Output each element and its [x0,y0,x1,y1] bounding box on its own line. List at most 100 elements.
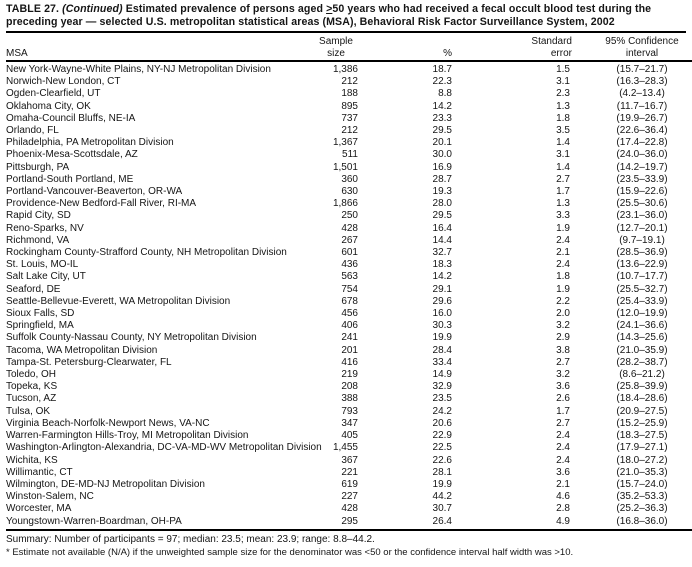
percent-cell: 16.4 [432,222,452,234]
standard-error-header-line1: Standard [531,36,572,47]
percent-cell: 22.9 [432,430,452,442]
msa-cell: Phoenix-Mesa-Scottsdale, AZ [6,149,138,161]
table-row: Portland-Vancouver-Beaverton, OR-WA 630 … [6,186,692,198]
table-row: Winston-Salem, NC 227 44.2 4.6 (35.2–53.… [6,491,692,503]
column-header-msa: MSA [6,33,310,62]
sample-size-cell: 895 [341,100,358,112]
prevalence-table: MSA Sample size % Standard error 95% Con… [6,33,692,531]
table-row: Springfield, MA 406 30.3 3.2 (24.1–36.6) [6,320,692,332]
standard-error-cell: 4.9 [454,515,584,531]
header-row: MSA Sample size % Standard error 95% Con… [6,33,692,62]
msa-cell: Tacoma, WA Metropolitan Division [6,344,158,356]
msa-cell: Oklahoma City, OK [6,100,91,112]
table-row: St. Louis, MO-IL 436 18.3 2.4 (13.6–22.9… [6,259,692,271]
percent-cell: 28.1 [432,466,452,478]
column-header-standard-error: Standard error [454,33,584,62]
table-title: TABLE 27. (Continued) Estimated prevalen… [6,3,686,33]
confidence-interval-cell: (8.6–21.2) [619,369,665,381]
standard-error-cell: 2.4 [556,259,570,271]
table-row: Sioux Falls, SD 456 16.0 2.0 (12.0–19.9) [6,308,692,320]
standard-error-header-line2: error [550,47,572,59]
table-row: Norwich-New London, CT 212 22.3 3.1 (16.… [6,76,692,88]
msa-cell: Wichita, KS [6,454,58,466]
percent-cell: 18.3 [432,259,452,271]
msa-cell: Seattle-Bellevue-Everett, WA Metropolita… [6,295,231,307]
confidence-interval-cell: (25.2–36.3) [616,503,668,515]
sample-size-cell: 1,455 [332,442,358,454]
sample-size-cell: 267 [341,234,358,246]
msa-cell: Tampa-St. Petersburg-Clearwater, FL [6,356,172,368]
table-row: Suffolk County-Nassau County, NY Metropo… [6,332,692,344]
percent-cell: 14.2 [432,271,452,283]
msa-cell: Youngstown-Warren-Boardman, OH-PA [6,515,310,531]
standard-error-cell: 1.8 [556,271,570,283]
confidence-interval-cell: (17.4–22.8) [616,137,668,149]
standard-error-cell: 1.9 [556,222,570,234]
sample-size-cell: 406 [341,320,358,332]
msa-cell: St. Louis, MO-IL [6,259,79,271]
table-row: Tacoma, WA Metropolitan Division 201 28.… [6,345,692,357]
sample-size-cell: 405 [341,430,358,442]
table-row: New York-Wayne-White Plains, NY-NJ Metro… [6,61,692,76]
sample-size-cell: 208 [341,381,358,393]
table-row: Rapid City, SD 250 29.5 3.3 (23.1–36.0) [6,210,692,222]
table-row: Warren-Farmington Hills-Troy, MI Metropo… [6,430,692,442]
msa-cell: Winston-Salem, NC [6,491,94,503]
table-row: Oklahoma City, OK 895 14.2 1.3 (11.7–16.… [6,101,692,113]
table-body: New York-Wayne-White Plains, NY-NJ Metro… [6,61,692,531]
percent-cell: 16.9 [432,161,452,173]
msa-cell: Sioux Falls, SD [6,308,75,320]
column-header-sample-size: Sample size [310,33,362,62]
standard-error-cell: 1.3 [556,198,570,210]
table-row: Topeka, KS 208 32.9 3.6 (25.8–39.9) [6,381,692,393]
confidence-interval-cell: (21.0–35.9) [616,344,668,356]
confidence-interval-header-line1: 95% Confidence [605,36,679,47]
sample-size-cell: 630 [341,186,358,198]
sample-size-cell: 1,501 [332,161,358,173]
percent-cell: 29.5 [432,210,452,222]
table-row: Tampa-St. Petersburg-Clearwater, FL 416 … [6,357,692,369]
column-header-percent: % [362,33,454,62]
title-continued-label: (Continued) [62,3,123,15]
percent-cell: 28.0 [432,198,452,210]
summary-line: Summary: Number of participants = 97; me… [6,533,375,545]
table-row: Providence-New Bedford-Fall River, RI-MA… [6,198,692,210]
sample-size-cell: 601 [341,247,358,259]
sample-size-cell: 1,866 [332,198,358,210]
msa-cell: Virginia Beach-Norfolk-Newport News, VA-… [6,417,210,429]
confidence-interval-cell: (18.4–28.6) [616,393,668,405]
sample-size-cell: 428 [341,503,358,515]
msa-cell: Salt Lake City, UT [6,271,86,283]
table-row: Phoenix-Mesa-Scottsdale, AZ 511 30.0 3.1… [6,149,692,161]
confidence-interval-cell: (25.4–33.9) [616,295,668,307]
confidence-interval-cell: (28.2–38.7) [616,356,668,368]
table-row: Richmond, VA 267 14.4 2.4 (9.7–19.1) [6,235,692,247]
percent-cell: 22.3 [432,76,452,88]
standard-error-cell: 3.2 [556,320,570,332]
standard-error-cell: 2.6 [556,393,570,405]
percent-cell: 23.5 [432,393,452,405]
msa-cell: Washington-Arlington-Alexandria, DC-VA-M… [6,442,322,454]
standard-error-cell: 1.7 [556,186,570,198]
sample-size-cell: 563 [341,271,358,283]
confidence-interval-cell: (18.3–27.5) [616,430,668,442]
percent-cell: 14.4 [432,234,452,246]
msa-cell: Worcester, MA [6,503,72,515]
confidence-interval-cell: (10.7–17.7) [616,271,668,283]
table-row: Rockingham County-Strafford County, NH M… [6,247,692,259]
table-row: Youngstown-Warren-Boardman, OH-PA 295 26… [6,515,692,531]
confidence-interval-cell: (12.7–20.1) [616,222,668,234]
sample-size-cell: 221 [341,466,358,478]
standard-error-cell: 4.6 [556,491,570,503]
table-row: Willimantic, CT 221 28.1 3.6 (21.0–35.3) [6,467,692,479]
msa-cell: Norwich-New London, CT [6,76,121,88]
msa-cell: New York-Wayne-White Plains, NY-NJ Metro… [6,64,271,75]
greater-equal-symbol: > [326,3,333,15]
standard-error-cell: 1.9 [556,283,570,295]
standard-error-cell: 3.6 [556,466,570,478]
percent-cell: 19.3 [432,186,452,198]
title-text-after-symbol: 50 years who had received a fecal occult… [6,3,652,28]
confidence-interval-cell: (4.2–13.4) [619,88,665,100]
confidence-interval-cell: (17.9–27.1) [616,442,668,454]
